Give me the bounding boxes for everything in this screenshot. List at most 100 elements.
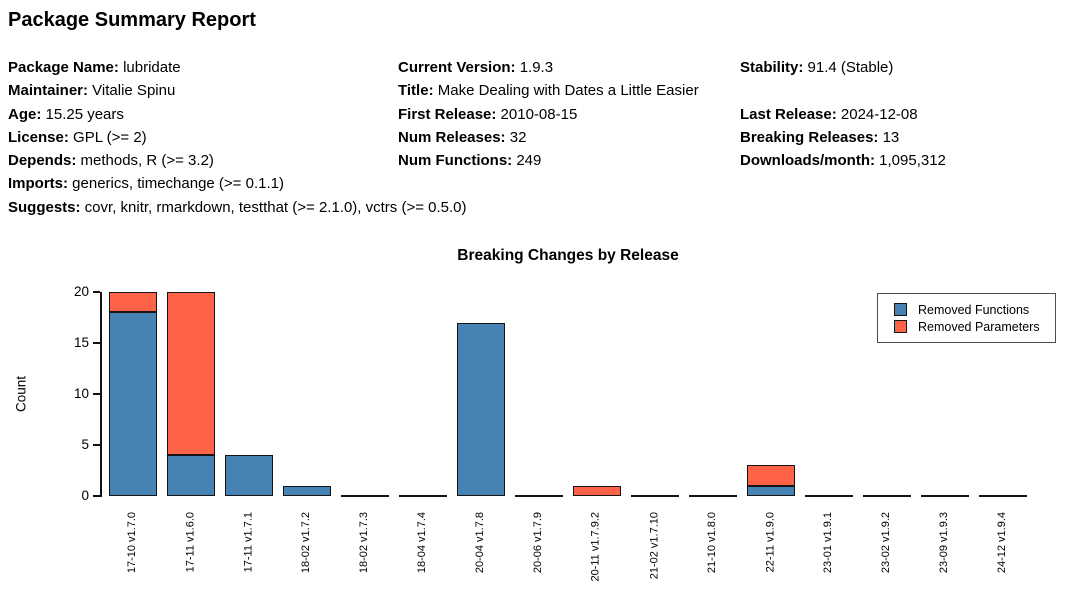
- y-tick: [93, 444, 100, 446]
- info-field: Title: Make Dealing with Dates a Little …: [398, 81, 699, 100]
- info-field: Num Functions: 249: [398, 151, 541, 170]
- zero-bar-line: [515, 495, 563, 497]
- package-info-grid: Package Name: lubridate Current Version: …: [8, 58, 1064, 221]
- bar-stack: [573, 485, 621, 496]
- legend-swatch: [894, 320, 907, 333]
- x-tick-label: 18-04 v1.7.4: [416, 512, 428, 574]
- info-field-value: 32: [505, 128, 527, 146]
- x-tick-label: 17-11 v1.7.1: [242, 512, 254, 573]
- info-field-label: Num Functions:: [398, 152, 513, 170]
- info-field: Package Name: lubridate: [8, 58, 181, 77]
- y-tick-label: 20: [73, 284, 89, 299]
- x-tick-label: 21-02 v1.7.10: [648, 512, 660, 580]
- x-label-slot: 20-06 v1.7.9: [510, 512, 568, 600]
- bar-slot: [974, 292, 1032, 497]
- info-field-value: 1,095,312: [875, 152, 946, 170]
- info-field: Last Release: 2024-12-08: [740, 105, 918, 124]
- bar-stack: [283, 485, 331, 496]
- bar-stack: [109, 292, 157, 496]
- bar-slot: [858, 292, 916, 497]
- x-tick-label: 20-06 v1.7.9: [532, 512, 544, 574]
- info-field: Stability: 91.4 (Stable): [740, 58, 893, 77]
- info-field: Suggests: covr, knitr, rmarkdown, testth…: [8, 198, 467, 217]
- bar-slot: [278, 292, 336, 496]
- y-tick-label: 0: [81, 488, 89, 503]
- info-field-label: Breaking Releases:: [740, 128, 879, 146]
- info-field-label: Package Name:: [8, 59, 119, 76]
- info-field-value: covr, knitr, rmarkdown, testthat (>= 2.1…: [80, 198, 467, 216]
- info-field: Maintainer: Vitalie Spinu: [8, 81, 175, 100]
- y-axis-label: Count: [13, 375, 29, 413]
- y-tick-label: 5: [81, 437, 89, 452]
- bar-segment-removed-parameters: [747, 465, 795, 486]
- y-tick-label: 10: [73, 386, 89, 401]
- bar-slot: [626, 292, 684, 497]
- x-tick-label: 22-11 v1.9.0: [764, 512, 776, 573]
- x-tick-label: 18-02 v1.7.3: [358, 512, 370, 574]
- x-label-slot: 18-02 v1.7.2: [278, 512, 336, 600]
- legend-label: Removed Functions: [918, 302, 1030, 317]
- bar-segment-removed-functions: [109, 312, 157, 496]
- info-row: Depends: methods, R (>= 3.2) Num Function…: [8, 151, 1064, 174]
- info-field: Breaking Releases: 13: [740, 128, 899, 147]
- info-row: Suggests: covr, knitr, rmarkdown, testth…: [8, 198, 1064, 221]
- bar-segment-removed-functions: [167, 455, 215, 496]
- info-row: License: GPL (>= 2) Num Releases: 32 Break…: [8, 128, 1064, 151]
- x-tick-label: 17-10 v1.7.0: [126, 512, 138, 574]
- bar-segment-removed-functions: [747, 485, 795, 496]
- info-field-label: Age:: [8, 105, 42, 123]
- info-field-label: Current Version:: [398, 59, 516, 76]
- info-field-label: Maintainer:: [8, 82, 89, 100]
- bar-slot: [510, 292, 568, 497]
- x-label-slot: 17-11 v1.6.0: [162, 512, 220, 600]
- legend-item: Removed Functions: [894, 301, 1049, 318]
- info-field: Num Releases: 32: [398, 128, 526, 147]
- info-field-value: generics, timechange (>= 0.1.1): [68, 175, 284, 193]
- info-field-label: Imports:: [8, 175, 68, 193]
- info-field-value: GPL (>= 2): [68, 128, 147, 146]
- x-label-slot: 20-11 v1.7.9.2: [568, 512, 626, 600]
- zero-bar-line: [341, 495, 389, 497]
- x-label-slot: 20-04 v1.7.8: [452, 512, 510, 600]
- info-field-label: First Release:: [398, 105, 497, 123]
- x-label-slot: 18-02 v1.7.3: [336, 512, 394, 600]
- x-label-slot: 18-04 v1.7.4: [394, 512, 452, 600]
- info-field-value: 91.4 (Stable): [803, 59, 894, 76]
- x-label-slot: 22-11 v1.9.0: [742, 512, 800, 600]
- legend-item: Removed Parameters: [894, 318, 1049, 335]
- zero-bar-line: [689, 495, 737, 497]
- bar-stack: [167, 292, 215, 496]
- info-field-value: 13: [878, 128, 900, 146]
- info-row: Maintainer: Vitalie Spinu Title: Make Dea…: [8, 81, 1064, 104]
- x-axis-labels: 17-10 v1.7.0 17-11 v1.6.0 17-11 v1.7.1 18-0…: [104, 512, 1032, 600]
- bar-slot: [916, 292, 974, 497]
- bar-plot-area: [104, 292, 1032, 497]
- bar-stack: [225, 455, 273, 496]
- legend: Removed Functions Removed Parameters: [877, 293, 1056, 343]
- bar-stack: [747, 465, 795, 496]
- info-field: Age: 15.25 years: [8, 105, 124, 124]
- info-field-label: Suggests:: [8, 198, 81, 216]
- info-field-label: Stability:: [740, 59, 804, 76]
- zero-bar-line: [921, 495, 969, 497]
- legend-swatch: [894, 303, 907, 316]
- bar-slot: [162, 292, 220, 496]
- bar-slot: [742, 292, 800, 496]
- bar-slot: [452, 292, 510, 496]
- info-field-label: License:: [8, 128, 69, 146]
- info-row: Package Name: lubridate Current Version: …: [8, 58, 1064, 81]
- info-field-value: 249: [512, 152, 542, 170]
- info-field-value: lubridate: [118, 59, 181, 76]
- bar-segment-removed-functions: [225, 455, 273, 496]
- x-tick-label: 17-11 v1.6.0: [184, 512, 196, 573]
- bar-slot: [394, 292, 452, 497]
- x-tick-label: 21-10 v1.8.0: [706, 512, 718, 574]
- x-tick-label: 23-01 v1.9.1: [822, 512, 834, 574]
- y-tick-label: 15: [73, 335, 89, 350]
- y-tick: [93, 393, 100, 395]
- x-label-slot: 23-01 v1.9.1: [800, 512, 858, 600]
- bar-segment-removed-parameters: [109, 292, 157, 313]
- bar-segment-removed-functions: [283, 485, 331, 496]
- x-tick-label: 24-12 v1.9.4: [996, 512, 1008, 574]
- bar-stack: [457, 322, 505, 496]
